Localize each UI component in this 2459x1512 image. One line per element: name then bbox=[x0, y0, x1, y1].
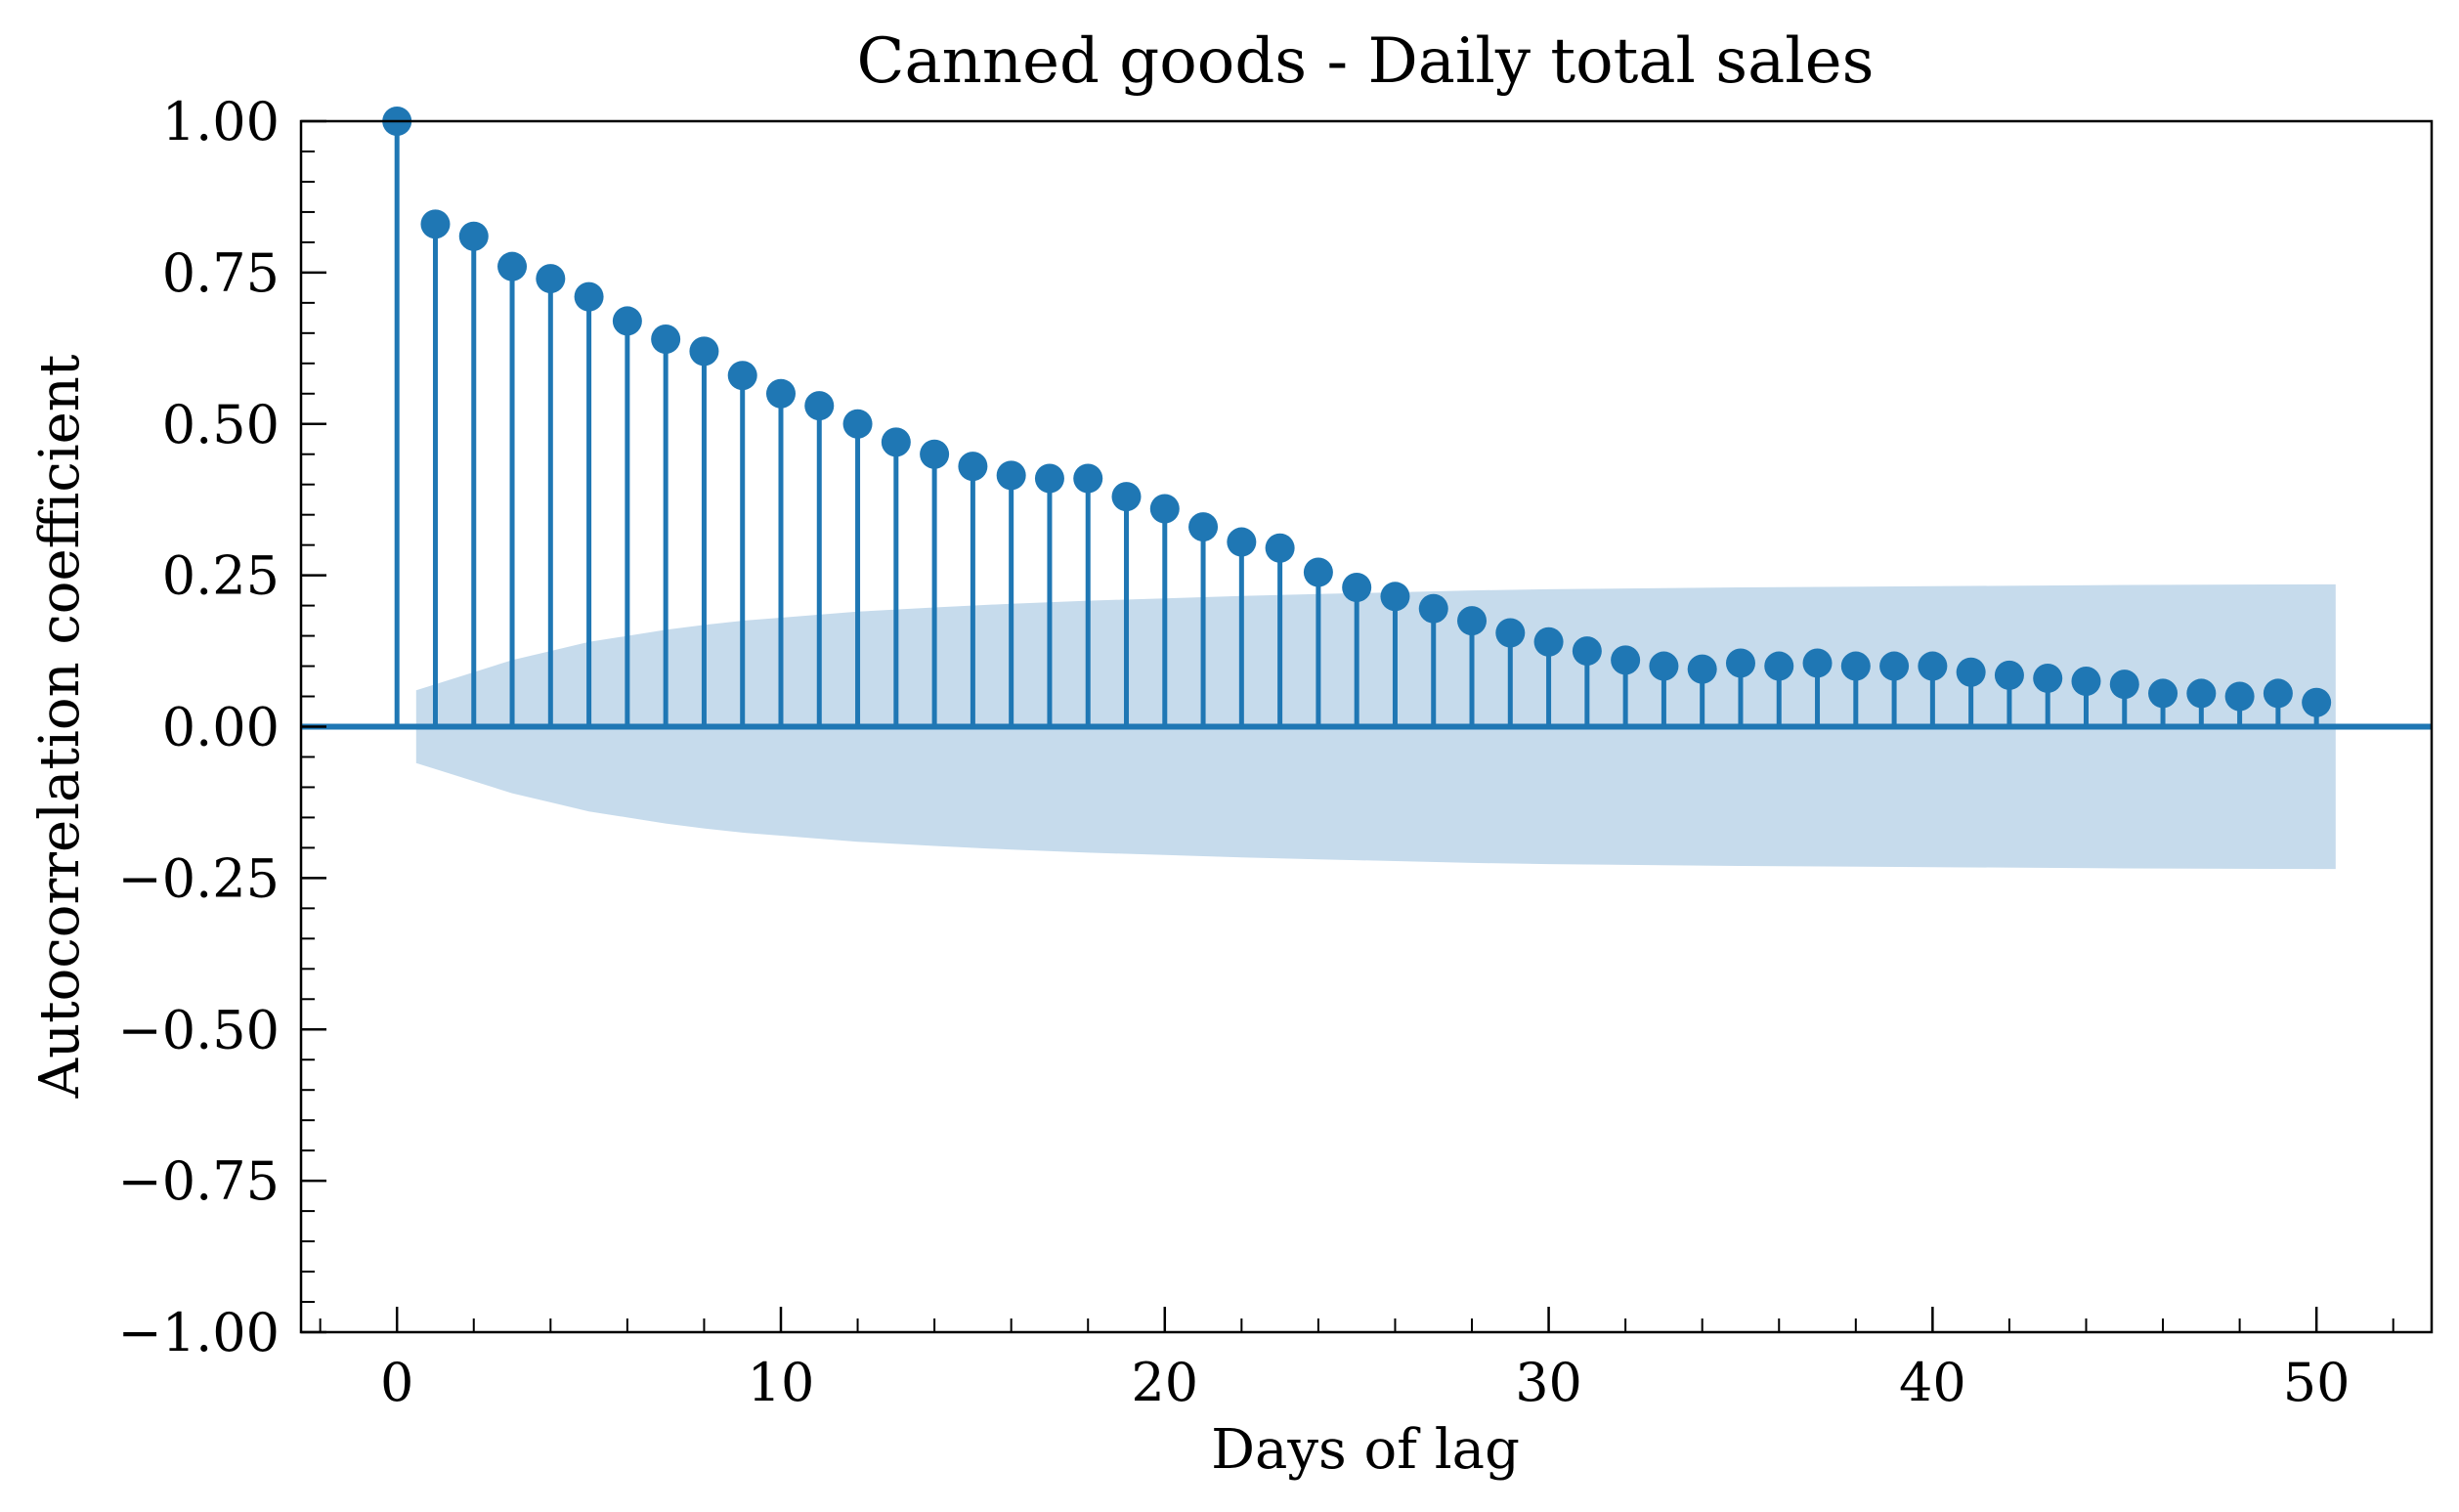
stem-marker bbox=[1034, 463, 1064, 494]
y-axis-label: Autocorrelation coefficient bbox=[28, 354, 92, 1099]
stem-marker bbox=[765, 378, 796, 409]
y-tick-label: −1.00 bbox=[118, 1302, 280, 1363]
y-tick-label: −0.25 bbox=[118, 847, 280, 909]
plot-area bbox=[301, 107, 2432, 870]
stem-marker bbox=[1687, 654, 1717, 684]
stem-marker bbox=[1840, 651, 1871, 681]
stem-marker bbox=[1380, 582, 1410, 612]
stem-marker bbox=[996, 460, 1026, 491]
stem-series bbox=[382, 107, 2332, 727]
stem-marker bbox=[1611, 645, 1641, 675]
stem-marker bbox=[2033, 663, 2063, 693]
stem-marker bbox=[1956, 657, 1986, 687]
stem-marker bbox=[1495, 618, 1526, 648]
x-tick-label: 50 bbox=[2283, 1352, 2351, 1413]
stem-marker bbox=[1073, 463, 1103, 494]
stem-marker bbox=[612, 306, 642, 336]
stem-marker bbox=[1342, 573, 1372, 603]
stem-marker bbox=[2148, 678, 2179, 709]
chart-title: Canned goods - Daily total sales bbox=[857, 25, 1875, 98]
y-tick-label: −0.75 bbox=[118, 1150, 280, 1212]
stem-marker bbox=[958, 452, 988, 482]
stem-marker bbox=[2071, 667, 2101, 697]
stem-marker bbox=[2109, 670, 2139, 700]
y-tick-label: 0.50 bbox=[162, 394, 280, 455]
stem-marker bbox=[1994, 660, 2024, 690]
stem-marker bbox=[651, 324, 681, 355]
stem-marker bbox=[1149, 494, 1180, 524]
stem-marker bbox=[574, 281, 604, 312]
x-axis: 0 10 20 30 40 50 bbox=[319, 1307, 2394, 1413]
x-tick-label: 30 bbox=[1515, 1352, 1582, 1413]
stem-marker bbox=[1533, 626, 1564, 657]
stem-marker bbox=[920, 439, 950, 469]
y-tick-label: 0.25 bbox=[162, 545, 280, 607]
stem-marker bbox=[420, 209, 451, 239]
x-tick-label: 40 bbox=[1899, 1352, 1966, 1413]
stem-marker bbox=[1918, 651, 1948, 681]
stem-marker bbox=[1764, 651, 1794, 681]
stem-marker bbox=[1802, 648, 1833, 678]
stem-marker bbox=[2186, 678, 2217, 709]
stem-marker bbox=[1572, 636, 1602, 667]
stem-marker bbox=[842, 409, 873, 439]
stem-marker bbox=[727, 361, 757, 391]
x-tick-label: 20 bbox=[1131, 1352, 1198, 1413]
stem-marker bbox=[881, 427, 911, 457]
y-tick-label: −0.50 bbox=[118, 999, 280, 1060]
x-axis-label: Days of lag bbox=[1211, 1418, 1520, 1482]
stem-marker bbox=[1265, 533, 1295, 563]
stem-marker bbox=[1725, 648, 1755, 678]
stem-marker bbox=[2302, 687, 2332, 717]
stem-marker bbox=[2224, 681, 2255, 712]
stem-marker bbox=[1418, 593, 1448, 624]
stem-marker bbox=[1188, 512, 1219, 542]
y-tick-label: 0.75 bbox=[162, 242, 280, 304]
y-tick-label: 0.00 bbox=[162, 697, 280, 758]
stem-marker bbox=[689, 336, 719, 367]
stem-marker bbox=[804, 391, 835, 421]
stem-marker bbox=[1303, 557, 1333, 587]
stem-marker bbox=[1111, 482, 1142, 512]
y-tick-label: 1.00 bbox=[162, 91, 280, 152]
stem-marker bbox=[497, 251, 528, 281]
stem-marker bbox=[1649, 651, 1679, 681]
stem-marker bbox=[458, 221, 489, 251]
stem-marker bbox=[1227, 527, 1257, 557]
y-axis: −1.00 −0.75 −0.50 −0.25 0.00 0.25 0.50 0.75 1.00 bbox=[118, 91, 326, 1363]
stem-marker bbox=[1457, 606, 1488, 636]
stem-marker bbox=[536, 264, 566, 294]
x-tick-label: 10 bbox=[748, 1352, 815, 1413]
x-tick-label: 0 bbox=[380, 1352, 413, 1413]
stem-marker bbox=[2263, 678, 2293, 709]
stem-marker bbox=[1879, 651, 1910, 681]
